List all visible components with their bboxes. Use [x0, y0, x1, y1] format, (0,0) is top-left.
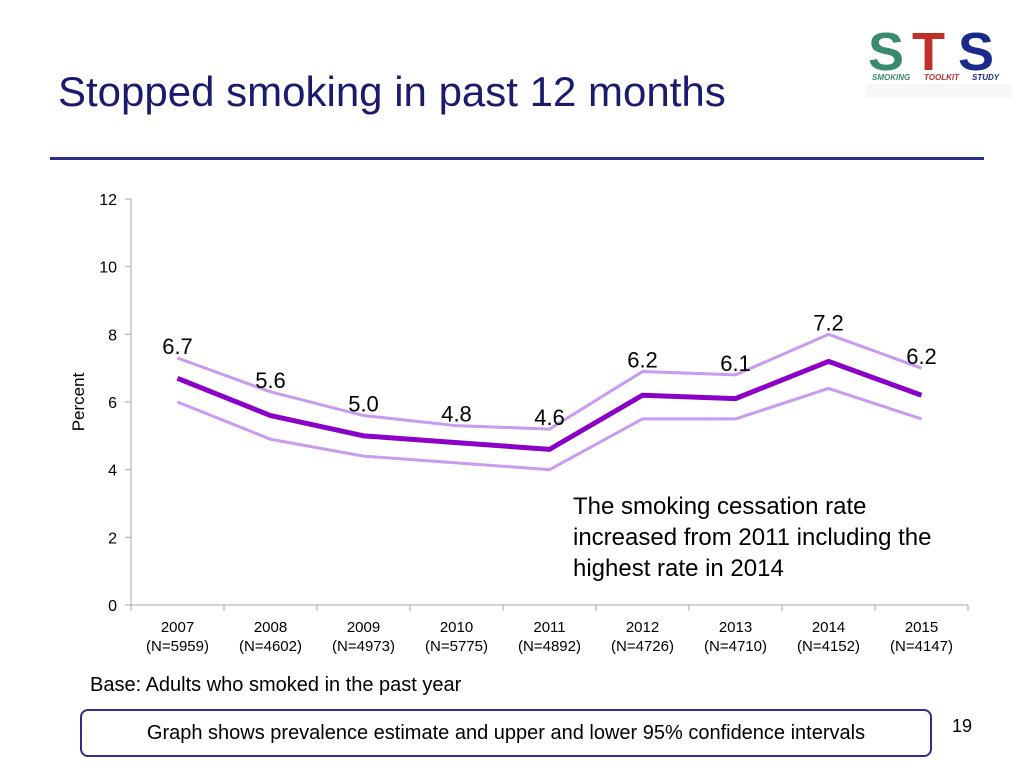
x-tick-label: 2008	[254, 619, 287, 636]
confidence-interval-note-text: Graph shows prevalence estimate and uppe…	[146, 721, 866, 744]
chart-annotation: The smoking cessation rate increased fro…	[573, 493, 932, 582]
x-tick-label: 2010	[440, 619, 473, 636]
series-line-estimate	[176, 358, 923, 452]
x-tick-sample-size: (N=5959)	[146, 638, 209, 655]
base-note: Base: Adults who smoked in the past year	[90, 674, 462, 696]
data-label: 4.6	[534, 405, 565, 430]
y-tick-label: 6	[108, 395, 117, 412]
x-tick-sample-size: (N=4973)	[332, 638, 395, 655]
data-label: 7.2	[813, 310, 844, 335]
data-label: 5.0	[348, 392, 379, 417]
logo-letter-t: T	[912, 22, 945, 82]
x-tick-label: 2009	[347, 619, 380, 636]
logo-word-study: STUDY	[972, 73, 1000, 82]
data-label: 6.2	[906, 344, 937, 369]
x-tick-label: 2015	[905, 619, 938, 636]
slide-title: Stopped smoking in past 12 months	[58, 68, 726, 115]
logo-letter-s1: S	[868, 22, 904, 82]
x-tick-sample-size: (N=4726)	[611, 638, 674, 655]
x-tick-label: 2012	[626, 619, 659, 636]
series-line-lower	[176, 386, 922, 472]
sts-logo: S T S SMOKING TOOLKIT STUDY	[866, 22, 1012, 98]
x-tick-label: 2007	[161, 619, 194, 636]
series-line-upper	[176, 332, 923, 431]
logo-letter-s2: S	[958, 22, 994, 82]
y-tick-label: 10	[99, 260, 117, 277]
data-label: 6.1	[720, 351, 751, 376]
y-tick-label: 8	[108, 327, 117, 344]
x-tick-sample-size: (N=4892)	[518, 638, 581, 655]
y-axis-label: Percent	[69, 372, 88, 431]
data-label: 6.2	[627, 348, 658, 373]
confidence-interval-note: Graph shows prevalence estimate and uppe…	[80, 709, 932, 757]
x-tick-label: 2013	[719, 619, 752, 636]
x-tick-sample-size: (N=4152)	[797, 638, 860, 655]
y-tick-label: 2	[108, 530, 117, 547]
y-tick-label: 0	[108, 598, 117, 615]
data-label: 5.6	[255, 368, 286, 393]
logo-word-smoking: SMOKING	[872, 73, 910, 82]
y-tick-label: 4	[108, 463, 117, 480]
data-label: 4.8	[441, 402, 472, 427]
x-tick-label: 2011	[533, 619, 565, 636]
x-tick-label: 2014	[812, 619, 845, 636]
x-tick-sample-size: (N=4710)	[704, 638, 767, 655]
data-label: 6.7	[162, 334, 193, 359]
title-divider	[50, 157, 984, 160]
page-number: 19	[952, 716, 973, 736]
x-tick-sample-size: (N=5775)	[425, 638, 488, 655]
x-tick-sample-size: (N=4147)	[890, 638, 953, 655]
x-tick-sample-size: (N=4602)	[239, 638, 302, 655]
y-tick-label: 12	[99, 192, 117, 209]
logo-word-toolkit: TOOLKIT	[924, 73, 960, 82]
